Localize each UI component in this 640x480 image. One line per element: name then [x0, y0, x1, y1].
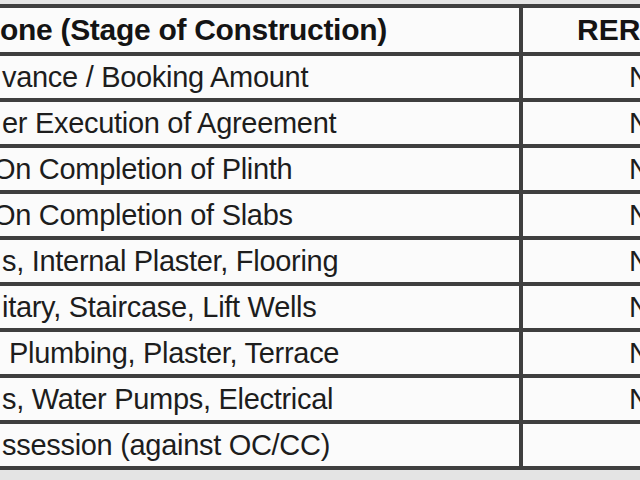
value-cell: N — [629, 56, 640, 98]
table-header-row: one (Stage of Construction) RER — [0, 8, 640, 56]
stage-cell: ssession (against OC/CC) — [2, 424, 330, 466]
stage-cell: er Execution of Agreement — [2, 102, 336, 144]
stage-cell: s, Internal Plaster, Flooring — [2, 240, 338, 282]
table-row: s, Internal Plaster, Flooring N — [0, 240, 640, 286]
value-cell: N — [629, 332, 640, 374]
value-cell: N — [629, 240, 640, 282]
table-row: On Completion of Slabs N — [0, 194, 640, 240]
value-cell: N — [629, 378, 640, 420]
table-row: s, Water Pumps, Electrical N — [0, 378, 640, 424]
table-row: On Completion of Plinth N — [0, 148, 640, 194]
column-separator — [519, 4, 523, 470]
value-cell: N — [629, 148, 640, 190]
table-row: vance / Booking Amount N — [0, 56, 640, 102]
table-row: itary, Staircase, Lift Wells N — [0, 286, 640, 332]
stage-cell: On Completion of Slabs — [0, 194, 293, 236]
value-cell: N — [629, 194, 640, 236]
stage-cell: Plumbing, Plaster, Terrace — [9, 332, 339, 374]
stage-cell: vance / Booking Amount — [2, 56, 308, 98]
column-header-rera: RER — [577, 8, 640, 52]
table-row: Plumbing, Plaster, Terrace N — [0, 332, 640, 378]
stage-cell: On Completion of Plinth — [0, 148, 292, 190]
milestone-table: one (Stage of Construction) RER vance / … — [0, 4, 640, 470]
value-cell: N — [629, 286, 640, 328]
value-cell: N — [629, 102, 640, 144]
table-row: er Execution of Agreement N — [0, 102, 640, 148]
stage-cell: itary, Staircase, Lift Wells — [2, 286, 316, 328]
table-row: ssession (against OC/CC) — [0, 424, 640, 470]
cropped-table-image: one (Stage of Construction) RER vance / … — [0, 0, 640, 480]
stage-cell: s, Water Pumps, Electrical — [2, 378, 333, 420]
column-header-stage: one (Stage of Construction) — [0, 8, 387, 52]
